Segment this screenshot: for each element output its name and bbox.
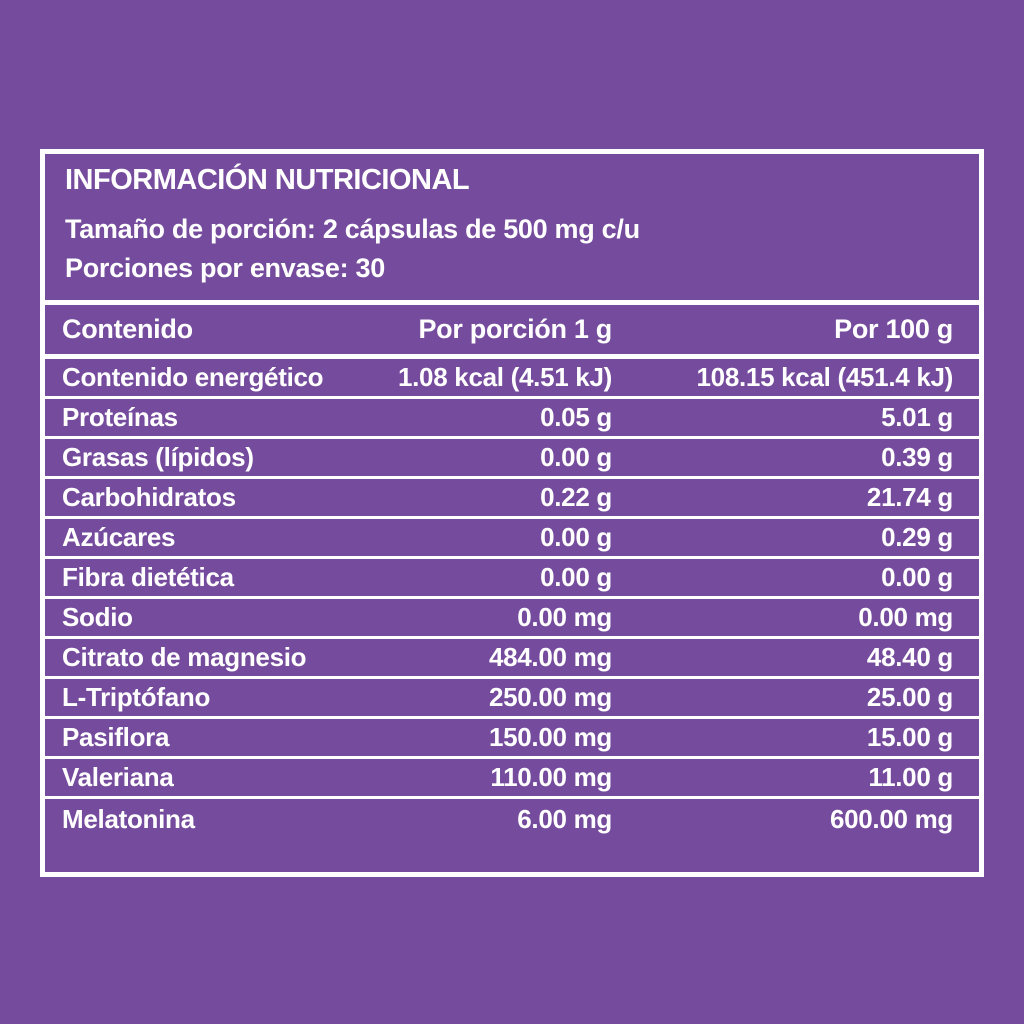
row-per-serving-value: 1.08 kcal (4.51 kJ) (397, 362, 612, 392)
row-nutrient-name: Azúcares (62, 522, 176, 552)
row-nutrient-name: Proteínas (62, 402, 178, 432)
row-per-serving-value: 6.00 mg (517, 803, 612, 834)
table-row: Contenido energético 1.08 kcal (4.51 kJ)… (45, 359, 979, 399)
row-nutrient-name: Grasas (lípidos) (62, 442, 254, 472)
table-row: Fibra dietética 0.00 g 0.00 g (45, 559, 979, 599)
row-per-serving-value: 0.00 mg (517, 602, 612, 632)
row-per-serving-value: 0.22 g (540, 482, 612, 512)
row-per-100g-value: 600.00 mg (829, 803, 953, 834)
row-per-serving-value: 250.00 mg (488, 682, 612, 712)
row-per-serving-value: 0.00 g (540, 562, 612, 592)
table-row: Sodio 0.00 mg 0.00 mg (45, 599, 979, 639)
table-header-row: Contenido Por porción 1 g Por 100 g (45, 300, 979, 359)
row-nutrient-name: Sodio (62, 602, 133, 632)
table-row: Pasiflora 150.00 mg 15.00 g (45, 719, 979, 759)
row-nutrient-name: Valeriana (62, 762, 174, 792)
row-per-100g-value: 0.00 g (881, 562, 953, 592)
table-row: Citrato de magnesio 484.00 mg 48.40 g (45, 639, 979, 679)
row-per-100g-value: 5.01 g (881, 402, 953, 432)
row-per-100g-value: 0.00 mg (858, 602, 953, 632)
row-nutrient-name: Contenido energético (62, 362, 324, 392)
row-nutrient-name: L-Triptófano (62, 682, 211, 712)
row-per-100g-value: 15.00 g (866, 722, 953, 752)
table-row: Azúcares 0.00 g 0.29 g (45, 519, 979, 559)
column-header-contenido: Contenido (62, 314, 193, 344)
servings-per-container-text: Porciones por envase: 30 (65, 253, 385, 283)
row-per-100g-value: 25.00 g (866, 682, 953, 712)
row-per-100g-value: 0.29 g (881, 522, 953, 552)
table-row: L-Triptófano 250.00 mg 25.00 g (45, 679, 979, 719)
row-per-100g-value: 11.00 g (868, 762, 953, 792)
row-nutrient-name: Melatonina (62, 803, 195, 834)
panel-header: INFORMACIÓN NUTRICIONAL Tamaño de porció… (45, 154, 979, 300)
column-header-per-serving: Por porción 1 g (418, 314, 612, 344)
table-row: Valeriana 110.00 mg 11.00 g (45, 759, 979, 799)
row-per-serving-value: 0.00 g (540, 522, 612, 552)
row-per-serving-value: 484.00 mg (488, 642, 612, 672)
panel-title: INFORMACIÓN NUTRICIONAL (65, 164, 470, 196)
row-per-100g-value: 21.74 g (866, 482, 953, 512)
row-nutrient-name: Fibra dietética (62, 562, 234, 592)
nutrition-table-body: Contenido energético 1.08 kcal (4.51 kJ)… (45, 359, 979, 839)
table-row: Carbohidratos 0.22 g 21.74 g (45, 479, 979, 519)
row-nutrient-name: Citrato de magnesio (62, 642, 307, 672)
nutrition-facts-panel: INFORMACIÓN NUTRICIONAL Tamaño de porció… (40, 149, 984, 877)
row-per-100g-value: 108.15 kcal (451.4 kJ) (696, 362, 954, 392)
table-row: Grasas (lípidos) 0.00 g 0.39 g (45, 439, 979, 479)
table-row: Proteínas 0.05 g 5.01 g (45, 399, 979, 439)
row-nutrient-name: Pasiflora (62, 722, 170, 752)
column-header-per-100g: Por 100 g (834, 314, 953, 344)
row-per-serving-value: 110.00 mg (490, 762, 612, 792)
table-row: Melatonina 6.00 mg 600.00 mg (45, 799, 979, 839)
row-per-serving-value: 0.05 g (540, 402, 612, 432)
row-nutrient-name: Carbohidratos (62, 482, 236, 512)
row-per-100g-value: 48.40 g (866, 642, 953, 672)
row-per-serving-value: 0.00 g (540, 442, 612, 472)
serving-info: Tamaño de porción: 2 cápsulas de 500 mg … (65, 210, 953, 288)
row-per-100g-value: 0.39 g (881, 442, 953, 472)
serving-size-text: Tamaño de porción: 2 cápsulas de 500 mg … (65, 214, 640, 244)
row-per-serving-value: 150.00 mg (488, 722, 612, 752)
